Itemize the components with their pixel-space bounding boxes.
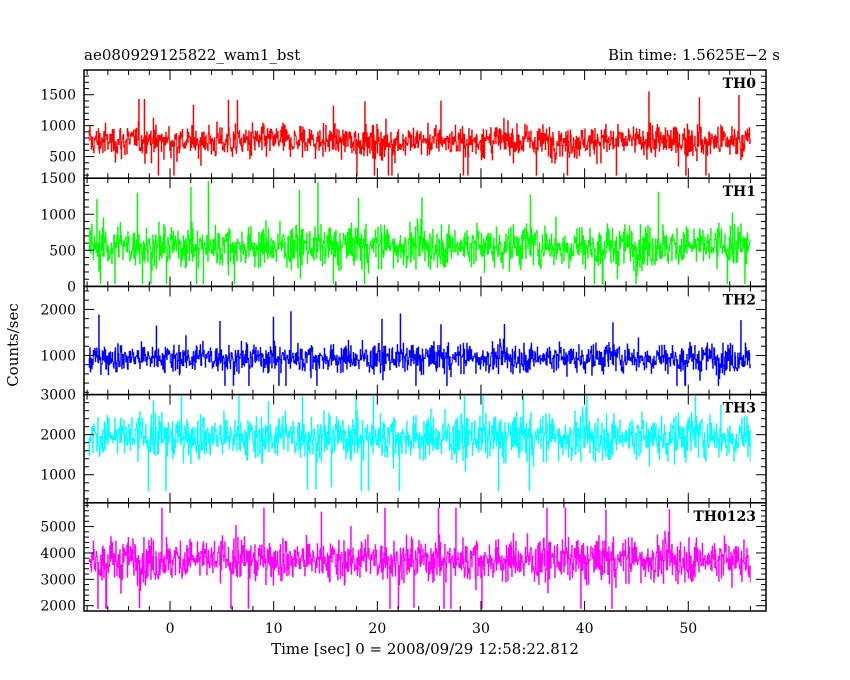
x-tick-label: 50 bbox=[679, 621, 697, 637]
y-tick-label: 1000 bbox=[40, 119, 76, 135]
y-tick-label: 3000 bbox=[40, 388, 76, 404]
series-th1-line bbox=[88, 181, 751, 284]
series-th0123-line bbox=[88, 507, 751, 609]
y-tick-label: 500 bbox=[49, 243, 76, 259]
bin-time-label: Bin time: 1.5625E−2 s bbox=[608, 46, 780, 64]
panel-frame bbox=[83, 502, 767, 612]
series-th3-line bbox=[88, 396, 751, 492]
y-tick-label: 2000 bbox=[40, 302, 76, 318]
panel-label-th2: TH2 bbox=[723, 292, 756, 308]
panel-label-th0123: TH0123 bbox=[693, 509, 756, 525]
x-tick-label: 10 bbox=[265, 621, 283, 637]
panel-th3: 1000 2000 3000 TH3 bbox=[40, 388, 767, 504]
y-tick-label: 1000 bbox=[40, 348, 76, 364]
y-tick-label: 0 bbox=[67, 279, 76, 295]
x-tick-label: 20 bbox=[368, 621, 386, 637]
y-tick-label: 2000 bbox=[40, 428, 76, 444]
y-axis-label: Counts/sec bbox=[4, 303, 22, 387]
panel-frame bbox=[83, 69, 767, 179]
series-th2-line bbox=[88, 311, 751, 386]
x-tick-label: 40 bbox=[576, 621, 594, 637]
x-tick-label: 30 bbox=[472, 621, 490, 637]
y-tick-label: 1000 bbox=[40, 207, 76, 223]
panels: 50010001500TH0050010001500TH110002000TH2… bbox=[40, 69, 767, 637]
y-tick-label: 5000 bbox=[40, 520, 76, 536]
y-tick-label: 1500 bbox=[40, 88, 76, 104]
y-tick-label: 3000 bbox=[40, 572, 76, 588]
panel-th0: 500 1000 1500 TH0 bbox=[40, 69, 767, 179]
y-tick-label: 1000 bbox=[40, 468, 76, 484]
y-tick-label: 2000 bbox=[40, 599, 76, 615]
panel-th1: 0 500 1000 1500 TH1 bbox=[40, 171, 767, 295]
series-th0-line bbox=[88, 91, 751, 176]
x-axis-label: Time [sec] 0 = 2008/09/29 12:58:22.812 bbox=[271, 640, 579, 658]
chart-title: ae080929125822_wam1_bst bbox=[84, 46, 300, 64]
panel-label-th0: TH0 bbox=[723, 76, 757, 92]
panel-th2: 1000 2000 TH2 bbox=[40, 285, 767, 396]
x-tick-label: 0 bbox=[166, 621, 175, 637]
panel-th0123: 2000 3000 4000 5000 TH0123 bbox=[40, 502, 767, 615]
panel-label-th1: TH1 bbox=[723, 184, 756, 200]
panel-label-th3: TH3 bbox=[723, 401, 756, 417]
y-tick-label: 1500 bbox=[40, 171, 76, 187]
y-tick-label: 4000 bbox=[40, 546, 76, 562]
y-tick-label: 500 bbox=[49, 150, 76, 166]
